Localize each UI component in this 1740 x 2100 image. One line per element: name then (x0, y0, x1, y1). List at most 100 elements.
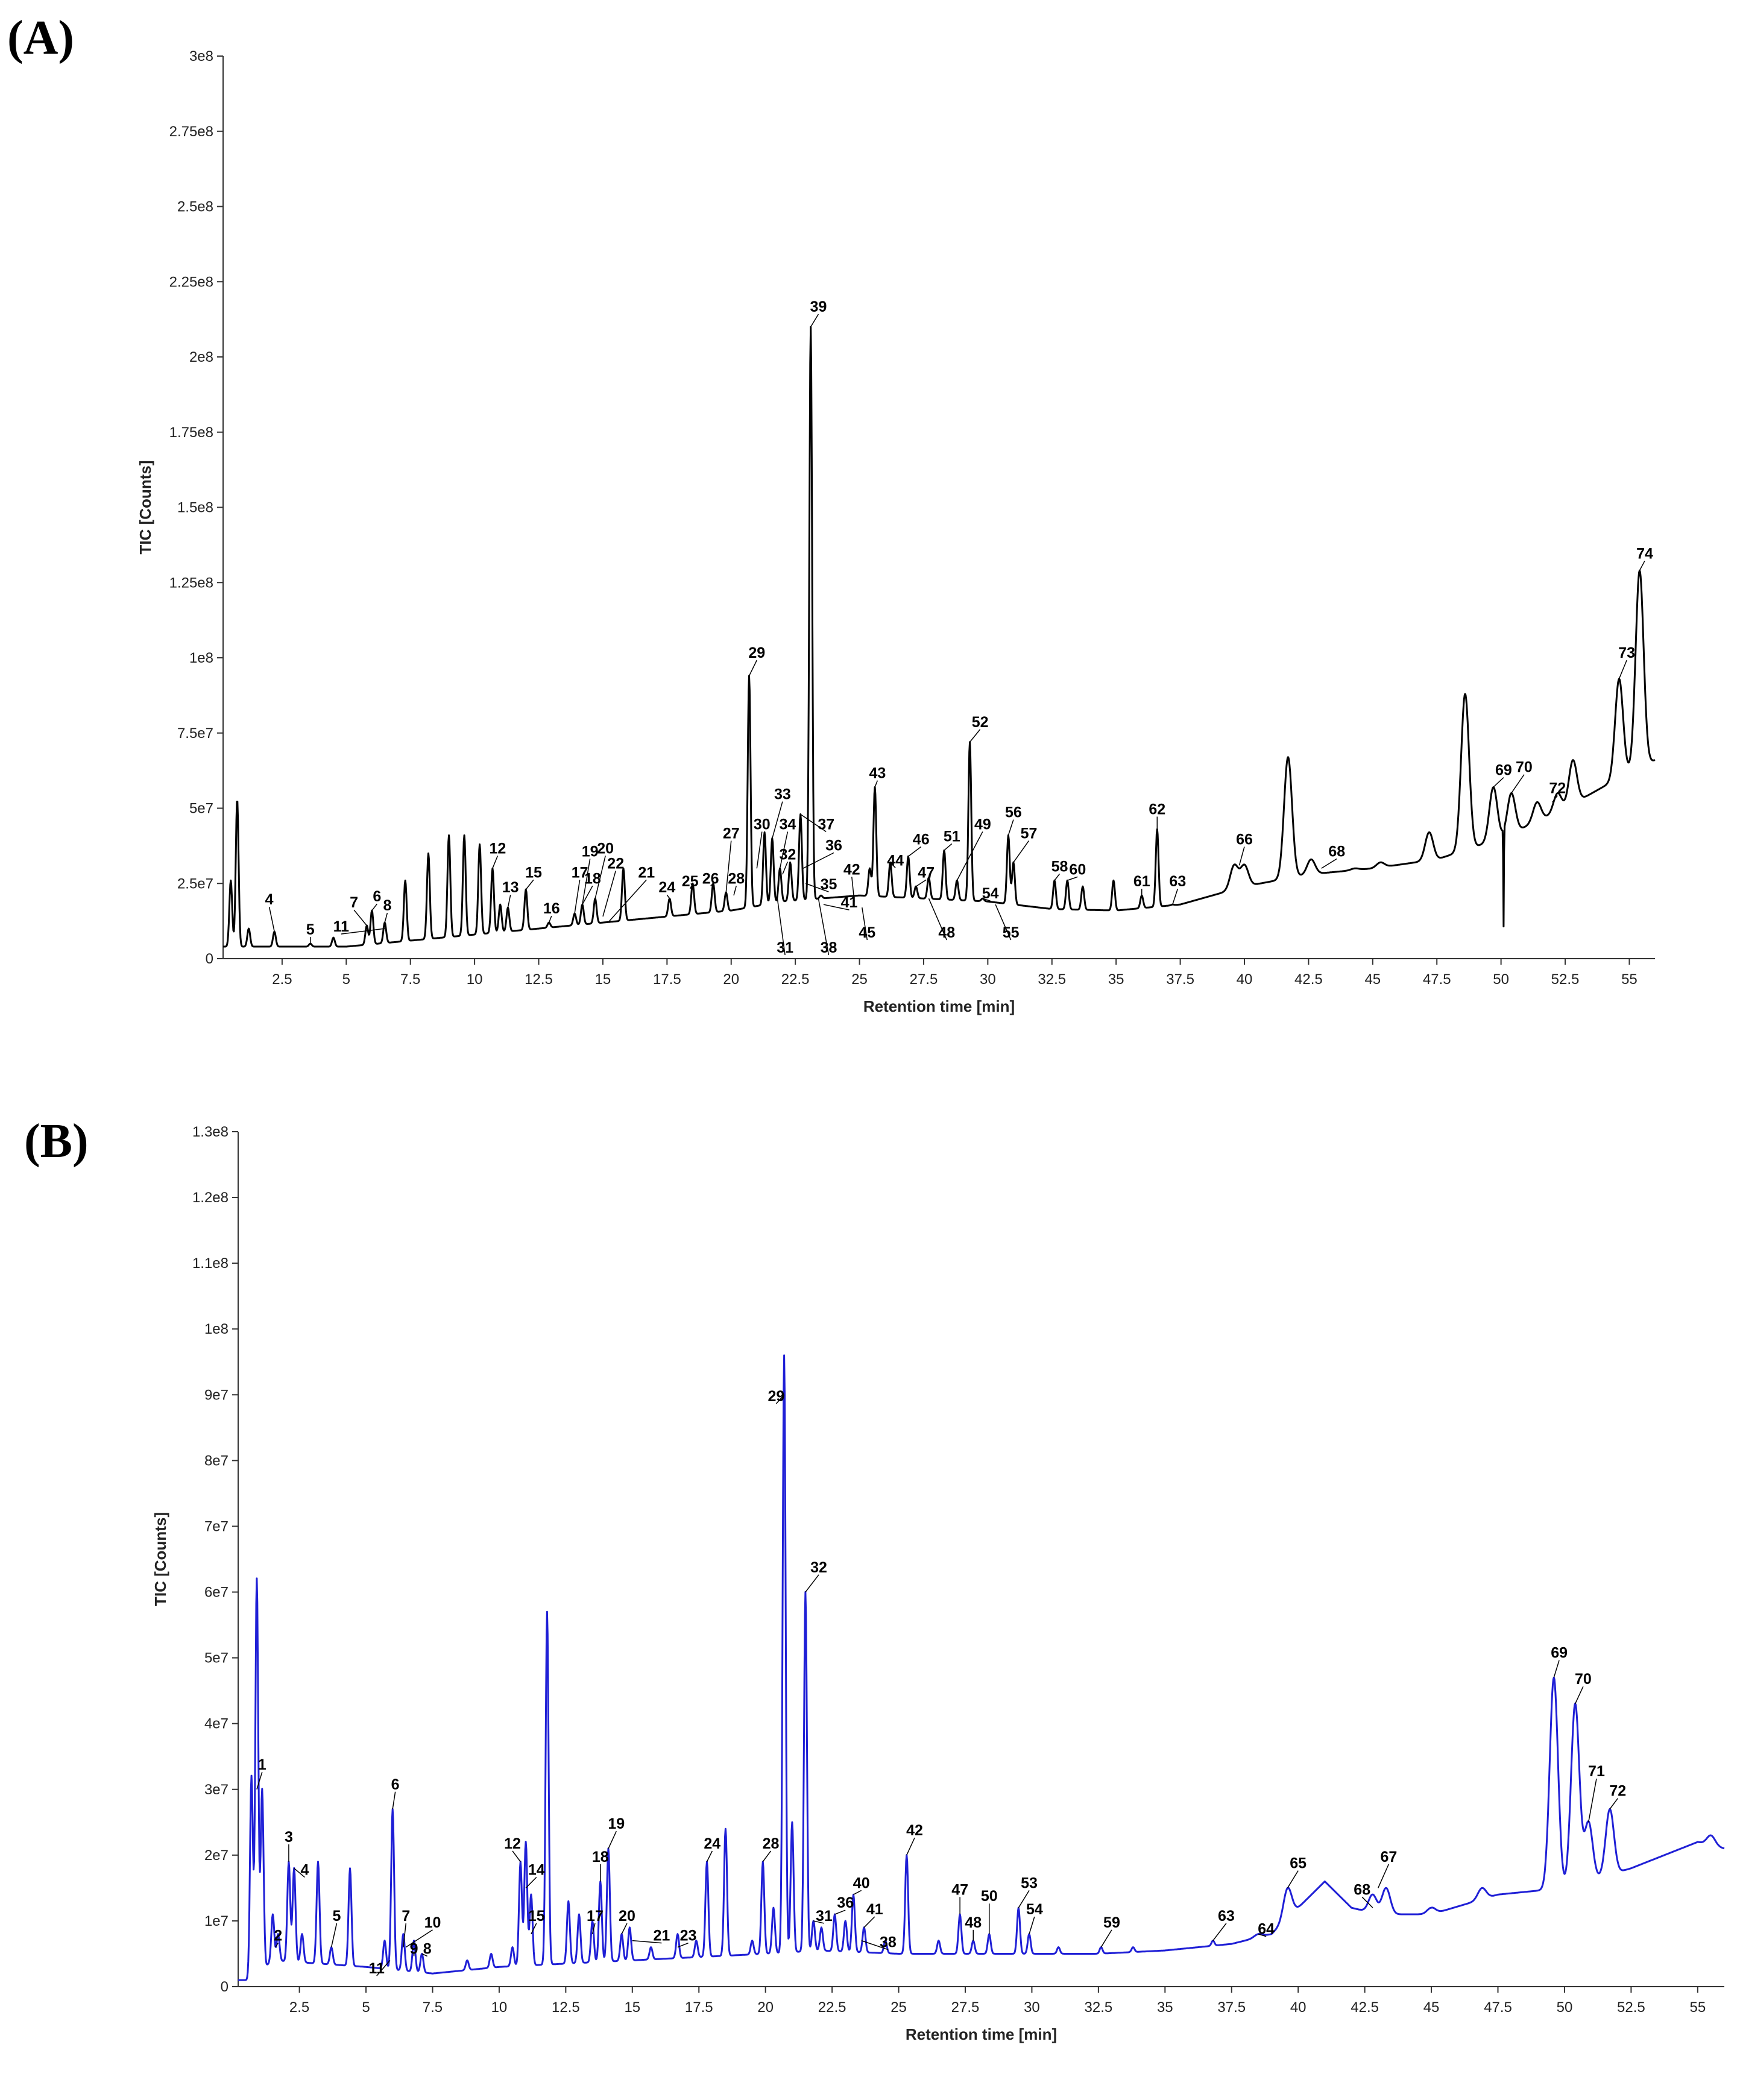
peak-leader-line (1007, 819, 1014, 836)
x-tick-label: 2.5 (272, 971, 292, 988)
y-tick-label: 9e7 (204, 1387, 229, 1403)
peak-label: 31 (816, 1908, 833, 1925)
peak-label: 40 (853, 1875, 870, 1891)
peak-label: 63 (1169, 873, 1186, 890)
peak-label: 62 (1149, 801, 1165, 818)
peak-label: 21 (638, 864, 655, 881)
peak-label: 67 (1380, 1849, 1397, 1865)
peak-label: 32 (779, 846, 796, 863)
x-tick-label: 42.5 (1351, 1999, 1379, 2016)
peak-label: 47 (951, 1881, 968, 1898)
peak-label: 38 (880, 1934, 897, 1951)
x-axis-title: Retention time [min] (906, 2025, 1057, 2043)
x-tick-label: 5 (362, 1999, 370, 2016)
peak-label: 47 (918, 864, 935, 881)
peak-leader-line (762, 1850, 772, 1862)
x-tick-label: 45 (1364, 971, 1381, 988)
peak-label: 36 (837, 1894, 854, 1911)
peak-leader-line (772, 801, 783, 839)
peak-label: 33 (774, 786, 791, 803)
x-tick-label: 12.5 (525, 971, 553, 988)
peak-leader-line (862, 907, 868, 941)
peak-label: 17 (572, 864, 588, 881)
y-tick-label: 2.5e8 (177, 199, 213, 215)
x-tick-label: 5 (342, 971, 350, 988)
peak-label: 17 (587, 1908, 604, 1925)
peak-label: 14 (528, 1862, 545, 1879)
x-tick-label: 25 (890, 1999, 907, 2016)
peak-leader-line (915, 879, 927, 887)
peak-label: 18 (592, 1849, 609, 1865)
peak-label: 46 (913, 831, 930, 848)
y-tick-label: 1.75e8 (169, 424, 213, 441)
y-tick-label: 3e7 (204, 1782, 229, 1798)
peak-label: 1 (258, 1756, 266, 1773)
peak-label: 72 (1609, 1783, 1626, 1800)
y-tick-label: 1.1e8 (192, 1255, 229, 1272)
peak-label: 4 (300, 1862, 309, 1879)
x-tick-label: 35 (1108, 971, 1124, 988)
peak-leader-line (834, 1909, 846, 1915)
peak-leader-line (1212, 1923, 1227, 1941)
x-tick-label: 12.5 (552, 1999, 580, 2016)
peak-leader-line (531, 1923, 537, 1935)
peak-label: 39 (810, 298, 827, 315)
peak-label: 74 (1636, 545, 1653, 562)
peak-leader-line (777, 898, 786, 956)
peak-label: 24 (704, 1835, 720, 1852)
x-tick-label: 20 (757, 1999, 774, 2016)
x-tick-label: 7.5 (423, 1999, 443, 2016)
x-tick-label: 52.5 (1617, 1999, 1645, 2016)
peak-label: 50 (981, 1888, 998, 1905)
peak-label: 53 (1021, 1875, 1038, 1891)
peak-label: 29 (748, 645, 765, 661)
peak-leader-line (608, 1830, 617, 1849)
y-tick-label: 2.5e7 (177, 875, 213, 892)
peak-leader-line (392, 1791, 396, 1809)
peak-label: 25 (682, 873, 699, 890)
peak-label: 55 (1003, 924, 1020, 941)
peak-leader-line (1067, 876, 1078, 881)
x-tick-label: 20 (723, 971, 739, 988)
peak-leader-line (1238, 847, 1245, 866)
peak-leader-line (782, 862, 789, 875)
peak-leader-line (861, 1940, 889, 1950)
peak-leader-line (805, 883, 829, 892)
peak-leader-line (1287, 1870, 1299, 1888)
peak-leader-line (256, 1771, 263, 1789)
peak-leader-line (800, 813, 827, 833)
peak-label: 21 (653, 1928, 670, 1944)
x-axis-title: Retention time [min] (863, 997, 1015, 1015)
x-tick-label: 45 (1423, 1999, 1440, 2016)
y-tick-label: 6e7 (204, 1584, 229, 1601)
peak-label: 12 (504, 1835, 521, 1852)
y-tick-label: 1.2e8 (192, 1190, 229, 1206)
y-tick-label: 7e7 (204, 1518, 229, 1534)
peak-label: 52 (972, 714, 989, 731)
y-tick-label: 5e7 (189, 801, 213, 817)
peak-label: 29 (768, 1388, 784, 1405)
peak-leader-line (268, 907, 275, 932)
peak-label: 20 (619, 1908, 635, 1925)
peak-leader-line (802, 852, 834, 869)
x-tick-label: 27.5 (951, 1999, 980, 2016)
peak-label: 64 (1258, 1921, 1275, 1938)
peak-leader-line (813, 1920, 825, 1924)
peak-leader-line (1553, 1660, 1560, 1678)
y-tick-label: 1.25e8 (169, 575, 213, 591)
peak-leader-line (710, 883, 714, 886)
peak-leader-line (594, 856, 606, 899)
peak-leader-line (384, 912, 388, 923)
panel-label-b: (B) (24, 1115, 89, 1168)
peak-label: 10 (424, 1914, 441, 1931)
peak-leader-line (492, 856, 499, 869)
peak-leader-line (405, 1929, 433, 1948)
peak-label: 63 (1218, 1908, 1235, 1925)
x-tick-label: 2.5 (289, 1999, 309, 2016)
panel-label-a: (A) (7, 11, 75, 65)
peak-label: 54 (982, 885, 999, 902)
peak-label: 72 (1549, 780, 1566, 797)
peak-leader-line (666, 894, 670, 899)
peak-leader-line (1639, 560, 1645, 571)
peak-label: 43 (869, 765, 886, 782)
